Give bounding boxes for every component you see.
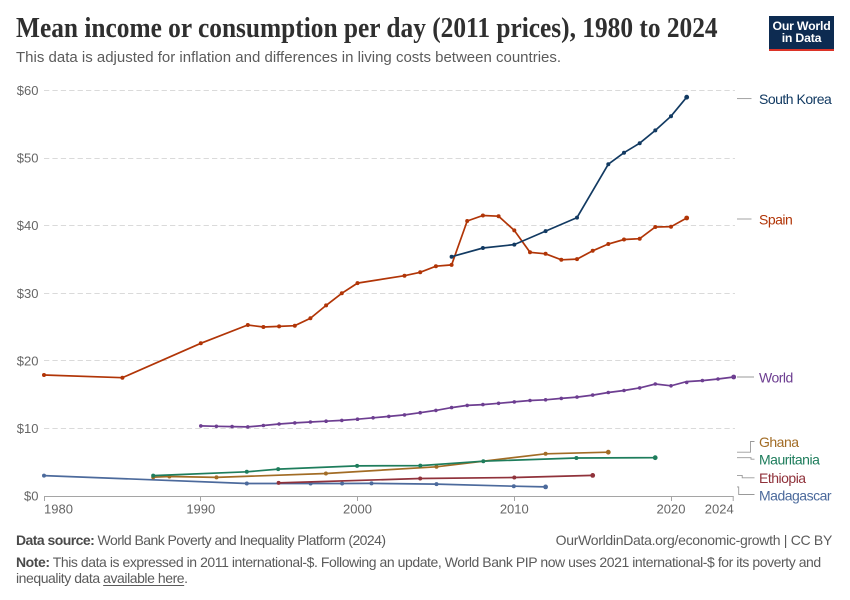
svg-text:2024: 2024 bbox=[705, 502, 734, 517]
svg-text:$0: $0 bbox=[24, 489, 38, 504]
svg-text:Ghana: Ghana bbox=[759, 434, 799, 450]
svg-text:2000: 2000 bbox=[343, 502, 372, 517]
svg-text:Mauritania: Mauritania bbox=[759, 452, 820, 468]
svg-text:$30: $30 bbox=[17, 286, 39, 301]
svg-text:1990: 1990 bbox=[186, 502, 215, 517]
svg-text:$10: $10 bbox=[17, 421, 39, 436]
svg-text:Spain: Spain bbox=[759, 211, 792, 227]
svg-text:2010: 2010 bbox=[500, 502, 529, 517]
svg-text:World: World bbox=[759, 369, 793, 385]
svg-text:$40: $40 bbox=[17, 218, 39, 233]
svg-text:2020: 2020 bbox=[657, 502, 686, 517]
svg-text:$50: $50 bbox=[17, 151, 39, 166]
svg-text:Madagascar: Madagascar bbox=[759, 488, 832, 504]
svg-text:$20: $20 bbox=[17, 353, 39, 368]
svg-text:South Korea: South Korea bbox=[759, 91, 832, 107]
svg-text:$60: $60 bbox=[17, 83, 39, 98]
svg-text:Ethiopia: Ethiopia bbox=[759, 470, 806, 486]
svg-text:1980: 1980 bbox=[44, 502, 73, 517]
